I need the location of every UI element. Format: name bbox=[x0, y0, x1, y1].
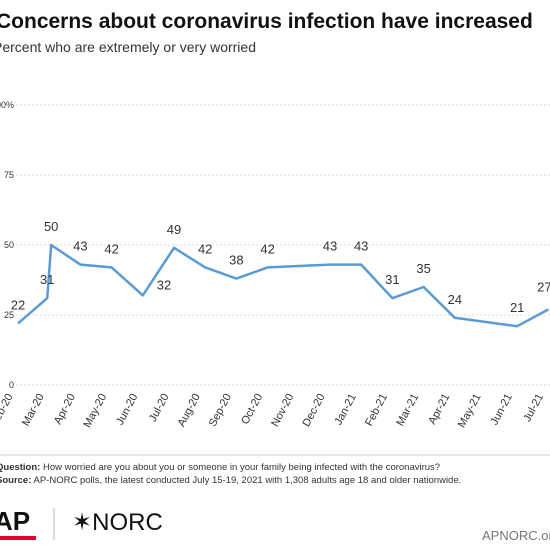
x-tick-label: Apr-20 bbox=[52, 392, 78, 427]
data-label: 31 bbox=[385, 272, 399, 287]
question-label: Question: bbox=[0, 462, 40, 473]
y-tick-label: 25 bbox=[4, 310, 14, 320]
chart-title: Concerns about coronavirus infection hav… bbox=[0, 10, 533, 33]
x-tick-label: Jan-21 bbox=[332, 392, 358, 427]
x-tick-label: May-21 bbox=[456, 392, 484, 430]
data-label: 38 bbox=[229, 253, 243, 268]
source-label: Source: bbox=[0, 475, 31, 486]
data-label: 43 bbox=[354, 239, 368, 254]
data-label: 42 bbox=[198, 241, 212, 256]
x-tick-label: Mar-20 bbox=[20, 392, 47, 428]
logo-norc: ✶NORC bbox=[72, 509, 163, 536]
data-label: 24 bbox=[448, 292, 462, 307]
x-tick-label: Nov-20 bbox=[269, 392, 296, 429]
data-label: 22 bbox=[11, 297, 25, 312]
x-tick-label: Jul-21 bbox=[521, 392, 546, 424]
question: Question: How worried are you about you … bbox=[0, 462, 440, 473]
data-label: 43 bbox=[73, 239, 87, 254]
data-label: 42 bbox=[260, 241, 274, 256]
logo-ap-bar bbox=[0, 536, 36, 540]
data-label: 27 bbox=[537, 279, 550, 294]
x-tick-label: Feb-20 bbox=[0, 392, 16, 428]
x-tick-label: Aug-20 bbox=[176, 392, 203, 429]
x-tick-label: Oct-20 bbox=[239, 392, 265, 427]
x-tick-label: Jun-21 bbox=[488, 392, 514, 427]
x-tick-label: Jun-20 bbox=[114, 392, 140, 427]
y-tick-label: 75 bbox=[4, 170, 14, 180]
data-label: 42 bbox=[104, 241, 118, 256]
data-label: 43 bbox=[323, 239, 337, 254]
data-label: 32 bbox=[157, 277, 171, 292]
question-text: How worried are you about you or someone… bbox=[43, 462, 440, 473]
y-tick-label: 0 bbox=[9, 380, 14, 390]
source-text: AP-NORC polls, the latest conducted July… bbox=[34, 475, 462, 486]
site: APNORC.org bbox=[482, 528, 550, 543]
logo-ap: AP bbox=[0, 506, 30, 536]
data-label: 31 bbox=[40, 272, 54, 287]
chart-subtitle: Percent who are extremely or very worrie… bbox=[0, 39, 256, 55]
source: Source: AP-NORC polls, the latest conduc… bbox=[0, 475, 461, 486]
x-tick-label: Apr-21 bbox=[426, 392, 452, 427]
x-tick-label: Mar-21 bbox=[394, 392, 421, 428]
x-tick-label: Dec-20 bbox=[300, 392, 327, 429]
data-label: 50 bbox=[44, 219, 58, 234]
data-label: 21 bbox=[510, 300, 524, 315]
x-tick-label: Sep-20 bbox=[207, 392, 234, 429]
y-tick-label: 50 bbox=[4, 240, 14, 250]
data-label: 35 bbox=[416, 261, 430, 276]
data-label: 49 bbox=[167, 222, 181, 237]
x-tick-label: May-20 bbox=[81, 392, 109, 430]
x-tick-label: Feb-21 bbox=[363, 392, 390, 428]
x-tick-label: Jul-20 bbox=[147, 392, 172, 424]
series-line bbox=[17, 243, 549, 328]
y-tick-label: 100% bbox=[0, 100, 14, 110]
